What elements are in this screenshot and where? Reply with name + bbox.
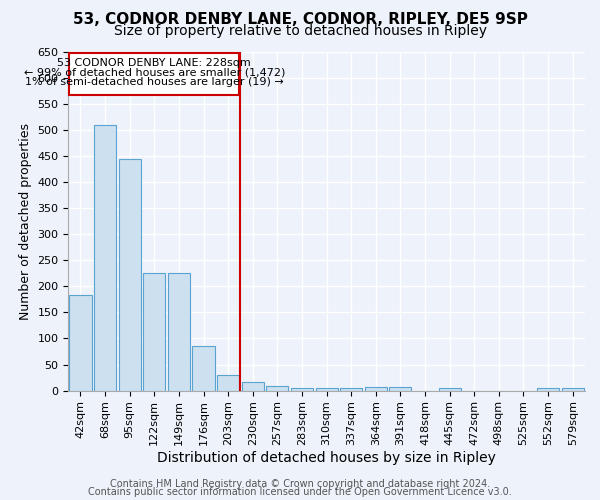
- Bar: [389, 387, 412, 390]
- Text: Contains public sector information licensed under the Open Government Licence v3: Contains public sector information licen…: [88, 487, 512, 497]
- Bar: [217, 376, 239, 390]
- Bar: [316, 388, 338, 390]
- Text: 53, CODNOR DENBY LANE, CODNOR, RIPLEY, DE5 9SP: 53, CODNOR DENBY LANE, CODNOR, RIPLEY, D…: [73, 12, 527, 28]
- Text: 1% of semi-detached houses are larger (19) →: 1% of semi-detached houses are larger (1…: [25, 76, 284, 86]
- Bar: [340, 388, 362, 390]
- Bar: [168, 272, 190, 390]
- Bar: [193, 346, 215, 391]
- X-axis label: Distribution of detached houses by size in Ripley: Distribution of detached houses by size …: [157, 451, 496, 465]
- Bar: [143, 272, 166, 390]
- Bar: [119, 160, 141, 390]
- Bar: [365, 387, 387, 390]
- Bar: [562, 388, 584, 390]
- Bar: [439, 388, 461, 390]
- Text: Size of property relative to detached houses in Ripley: Size of property relative to detached ho…: [113, 24, 487, 38]
- Y-axis label: Number of detached properties: Number of detached properties: [19, 122, 32, 320]
- Bar: [70, 295, 92, 390]
- Bar: [291, 388, 313, 390]
- Text: ← 99% of detached houses are smaller (1,472): ← 99% of detached houses are smaller (1,…: [23, 67, 285, 77]
- Bar: [94, 124, 116, 390]
- Bar: [266, 386, 289, 390]
- Bar: [242, 382, 264, 390]
- Text: Contains HM Land Registry data © Crown copyright and database right 2024.: Contains HM Land Registry data © Crown c…: [110, 479, 490, 489]
- Text: 53 CODNOR DENBY LANE: 228sqm: 53 CODNOR DENBY LANE: 228sqm: [58, 58, 251, 68]
- Bar: [537, 388, 559, 390]
- FancyBboxPatch shape: [70, 52, 239, 96]
